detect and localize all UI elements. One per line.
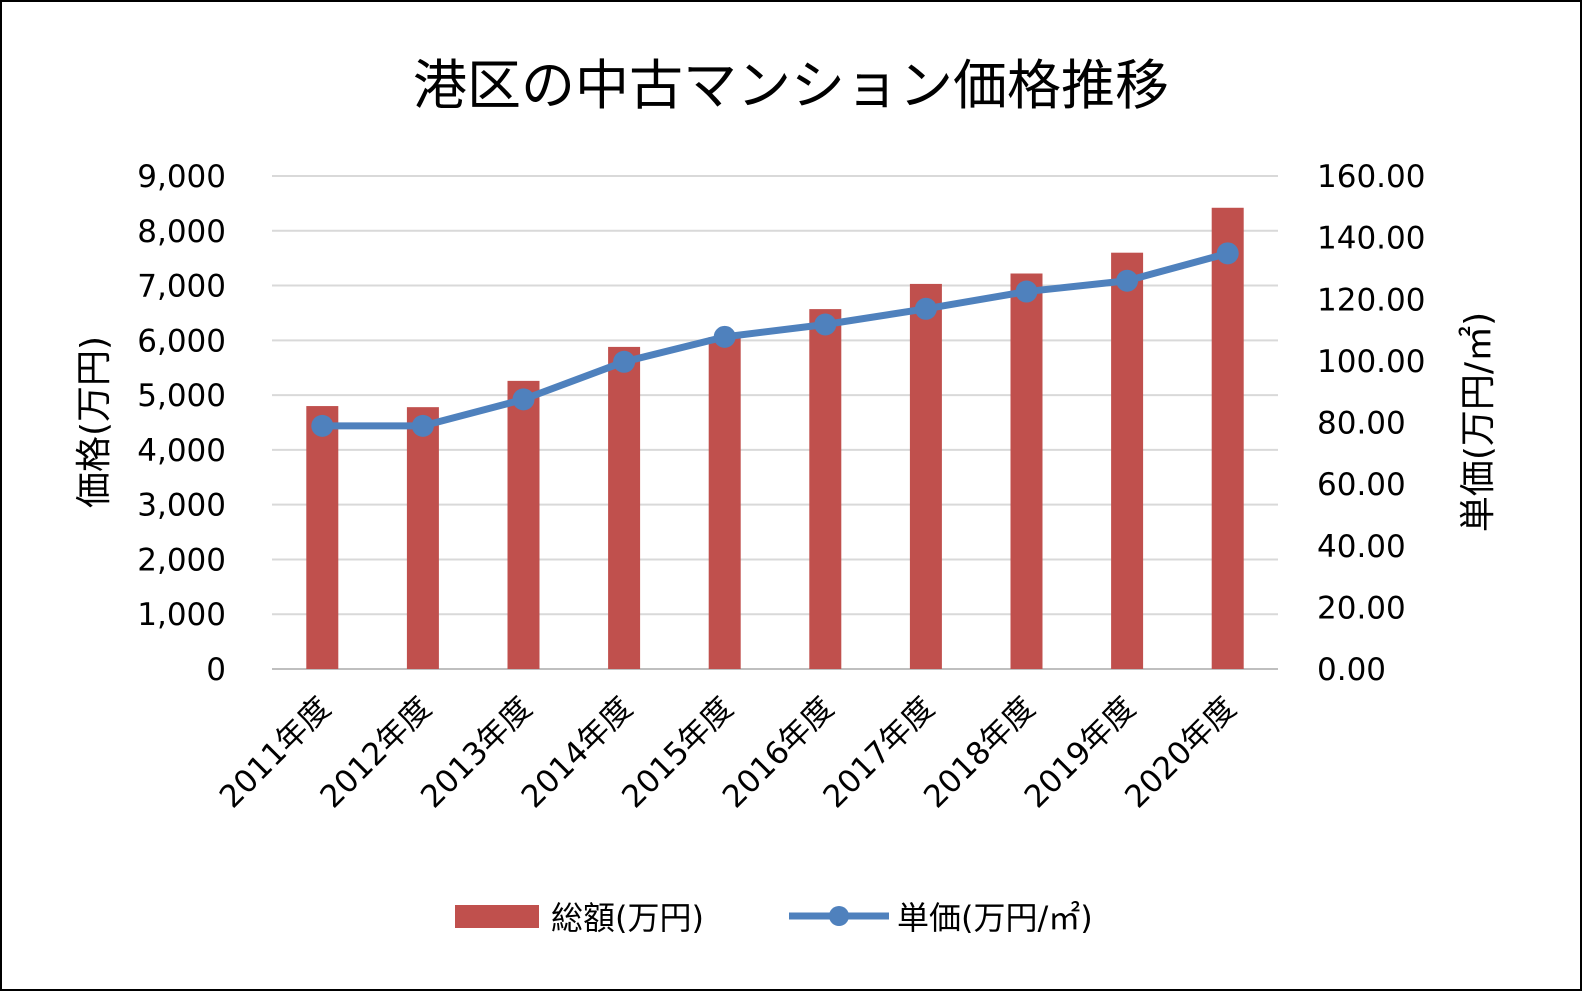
y-tick-label: 3,000 <box>137 488 226 524</box>
bar-mark <box>809 309 842 669</box>
y2-tick-label: 40.00 <box>1317 529 1406 565</box>
line-marker <box>713 325 736 348</box>
y-tick-label: 9,000 <box>137 159 226 195</box>
x-tick-label: 2020年度 <box>1118 690 1243 815</box>
line-marker <box>1216 242 1239 265</box>
legend-label-bar: 総額(万円) <box>551 899 704 937</box>
line-marker <box>914 297 937 320</box>
right-axis-ticks: 0.00 20.00 40.00 60.00 80.00 100.00 120.00 140.… <box>1317 159 1425 688</box>
y2-tick-label: 60.00 <box>1317 467 1406 503</box>
line-marker <box>512 388 535 411</box>
line-marker <box>411 414 434 437</box>
bar-mark <box>909 283 942 669</box>
line-marker <box>311 414 334 437</box>
y2-tick-label: 80.00 <box>1317 406 1406 442</box>
y2-tick-label: 140.00 <box>1317 221 1425 257</box>
bar-mark <box>708 337 741 669</box>
y2-tick-label: 100.00 <box>1317 344 1425 380</box>
y2-tick-label: 160.00 <box>1317 159 1425 195</box>
bar-mark <box>1111 252 1144 669</box>
y-tick-label: 7,000 <box>137 269 226 305</box>
y-tick-label: 5,000 <box>137 378 226 414</box>
chart-title: 港区の中古マンション価格推移 <box>413 54 1169 117</box>
legend-swatch-marker <box>829 906 849 926</box>
left-axis-ticks: 0 1,000 2,000 3,000 4,000 5,000 6,000 7,000 8,00… <box>137 159 226 688</box>
line-path <box>322 249 1229 430</box>
bar-mark <box>306 406 339 669</box>
y-tick-label: 6,000 <box>137 323 226 359</box>
bar-mark <box>1010 273 1043 669</box>
y2-tick-label: 0.00 <box>1317 652 1386 688</box>
line-marker <box>814 313 837 336</box>
y2-tick-label: 120.00 <box>1317 282 1425 318</box>
bar-mark <box>507 380 540 669</box>
legend: 総額(万円) 単価(万円/㎡) <box>455 899 1093 937</box>
legend-label-line: 単価(万円/㎡) <box>897 899 1093 937</box>
line-series <box>311 242 1239 437</box>
line-marker <box>613 350 636 373</box>
y-tick-label: 2,000 <box>137 542 226 578</box>
line-marker <box>1015 280 1038 303</box>
bar-series <box>306 207 1244 669</box>
bar-mark <box>406 407 439 669</box>
y-tick-label: 1,000 <box>137 597 226 633</box>
y-tick-label: 0 <box>206 652 226 688</box>
line-marker <box>1116 269 1139 292</box>
y-tick-label: 8,000 <box>137 214 226 250</box>
bar-mark <box>1211 207 1244 669</box>
y2-tick-label: 20.00 <box>1317 590 1406 626</box>
bar-mark <box>608 346 641 669</box>
gridlines <box>272 175 1278 670</box>
y-axis-title: 価格(万円) <box>74 336 115 508</box>
y-tick-label: 4,000 <box>137 433 226 469</box>
legend-swatch-bar <box>455 905 539 928</box>
y2-axis-title: 単価(万円/㎡) <box>1457 312 1499 532</box>
x-axis-ticks: 2011年度2012年度2013年度2014年度2015年度2016年度2017… <box>213 690 1243 815</box>
